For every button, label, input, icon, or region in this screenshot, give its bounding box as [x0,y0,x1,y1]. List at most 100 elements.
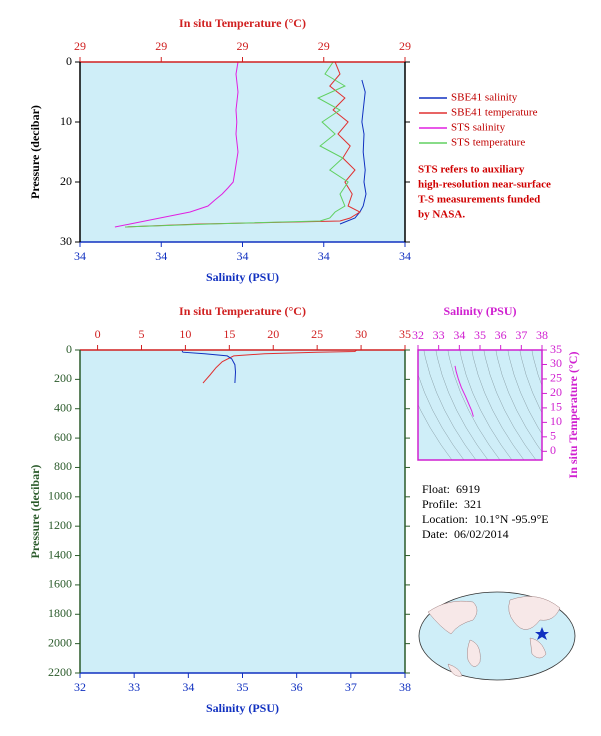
y-tick-label: 2000 [48,635,72,649]
y-tick-label: 600 [54,430,72,444]
x-tick-label: 38 [399,680,411,694]
profile-line [181,349,237,384]
annotation: T-S measurements funded [418,194,540,206]
x-tick-label: 34 [453,328,465,342]
info-value: 06/02/2014 [454,527,509,541]
density-contour [459,350,513,460]
legend-label: STS temperature [451,137,525,149]
y-tick-label: 10 [60,114,72,128]
info-line: Float: 6919 [422,482,480,496]
info-line: Profile: 321 [422,497,482,511]
x-tick-label: 36 [495,328,507,342]
x2-tick-label: 0 [95,327,101,341]
y-axis-label: In situ Temperature (°C) [566,352,580,479]
x2-tick-label: 15 [223,327,235,341]
y-tick-label: 1000 [48,489,72,503]
annotation: by NASA. [418,209,465,221]
x2-tick-label: 29 [74,39,86,53]
y-tick-label: 10 [550,414,562,428]
y-tick-label: 15 [550,400,562,414]
info-label: Location: [422,512,468,526]
x-tick-label: 35 [237,680,249,694]
x-tick-label: 34 [237,249,249,263]
density-contour [471,350,525,460]
x2-tick-label: 29 [155,39,167,53]
y-tick-label: 0 [66,54,72,68]
density-contour [423,350,477,460]
x-tick-label: 32 [74,680,86,694]
density-contours [418,350,542,460]
ts-line [454,365,474,417]
plot-area [80,62,405,242]
profile-line [125,61,361,228]
x2-tick-label: 25 [311,327,323,341]
info-line: Location: 10.1°N -95.9°E [422,512,549,526]
x-axis-label: Salinity (PSU) [443,304,516,318]
density-contour [519,350,542,414]
density-contour [418,373,465,460]
x2-tick-label: 29 [399,39,411,53]
x-tick-label: 34 [155,249,167,263]
x-tick-label: 37 [345,680,357,694]
profile-line [125,61,349,228]
y-tick-label: 20 [60,174,72,188]
x-tick-label: 33 [128,680,140,694]
x-tick-label: 32 [412,328,424,342]
annotation: high-resolution near-surface [418,179,551,191]
x-tick-label: 36 [291,680,303,694]
annotation: STS refers to auxiliary [418,164,525,176]
legend-label: SBE41 temperature [451,107,538,119]
y-tick-label: 2200 [48,665,72,679]
x-axis-label: Salinity (PSU) [206,270,279,284]
y-tick-label: 400 [54,400,72,414]
x2-tick-label: 30 [355,327,367,341]
x2-tick-label: 10 [179,327,191,341]
legend-label: STS salinity [451,122,506,134]
y-tick-label: 1200 [48,518,72,532]
info-label: Profile: [422,497,458,511]
density-contour [495,350,542,453]
x2-tick-label: 5 [138,327,144,341]
info-label: Date: [422,527,448,541]
y-tick-label: 30 [550,356,562,370]
y-tick-label: 35 [550,342,562,356]
x-tick-label: 34 [74,249,86,263]
info-value: 6919 [456,482,480,496]
density-contour [531,350,542,387]
y-tick-label: 200 [54,371,72,385]
x-tick-label: 38 [536,328,548,342]
info-line: Date: 06/02/2014 [422,527,509,541]
x-tick-label: 34 [318,249,330,263]
x-tick-label: 33 [433,328,445,342]
y-tick-label: 800 [54,459,72,473]
y-tick-label: 25 [550,371,562,385]
x-axis-label: Salinity (PSU) [206,701,279,715]
x-tick-label: 34 [399,249,411,263]
y-tick-label: 5 [550,429,556,443]
x2-axis-label: In situ Temperature (°C) [179,16,306,30]
info-value: 321 [464,497,482,511]
plot-area [80,350,405,673]
y-tick-label: 20 [550,385,562,399]
density-contour [435,350,489,460]
x2-tick-label: 20 [267,327,279,341]
profile-line [202,349,358,384]
legend-label: SBE41 salinity [451,92,518,104]
x2-tick-label: 29 [318,39,330,53]
y-tick-label: 1600 [48,577,72,591]
y-tick-label: 0 [550,443,556,457]
info-label: Float: [422,482,450,496]
y-axis-label: Pressure (decibar) [28,105,42,199]
y-tick-label: 1800 [48,606,72,620]
density-contour [447,350,501,460]
density-contour [418,404,453,460]
y-tick-label: 0 [66,342,72,356]
y-tick-label: 1400 [48,547,72,561]
x-tick-label: 35 [474,328,486,342]
density-contour [507,350,542,435]
density-contour [483,350,537,460]
x2-tick-label: 29 [237,39,249,53]
